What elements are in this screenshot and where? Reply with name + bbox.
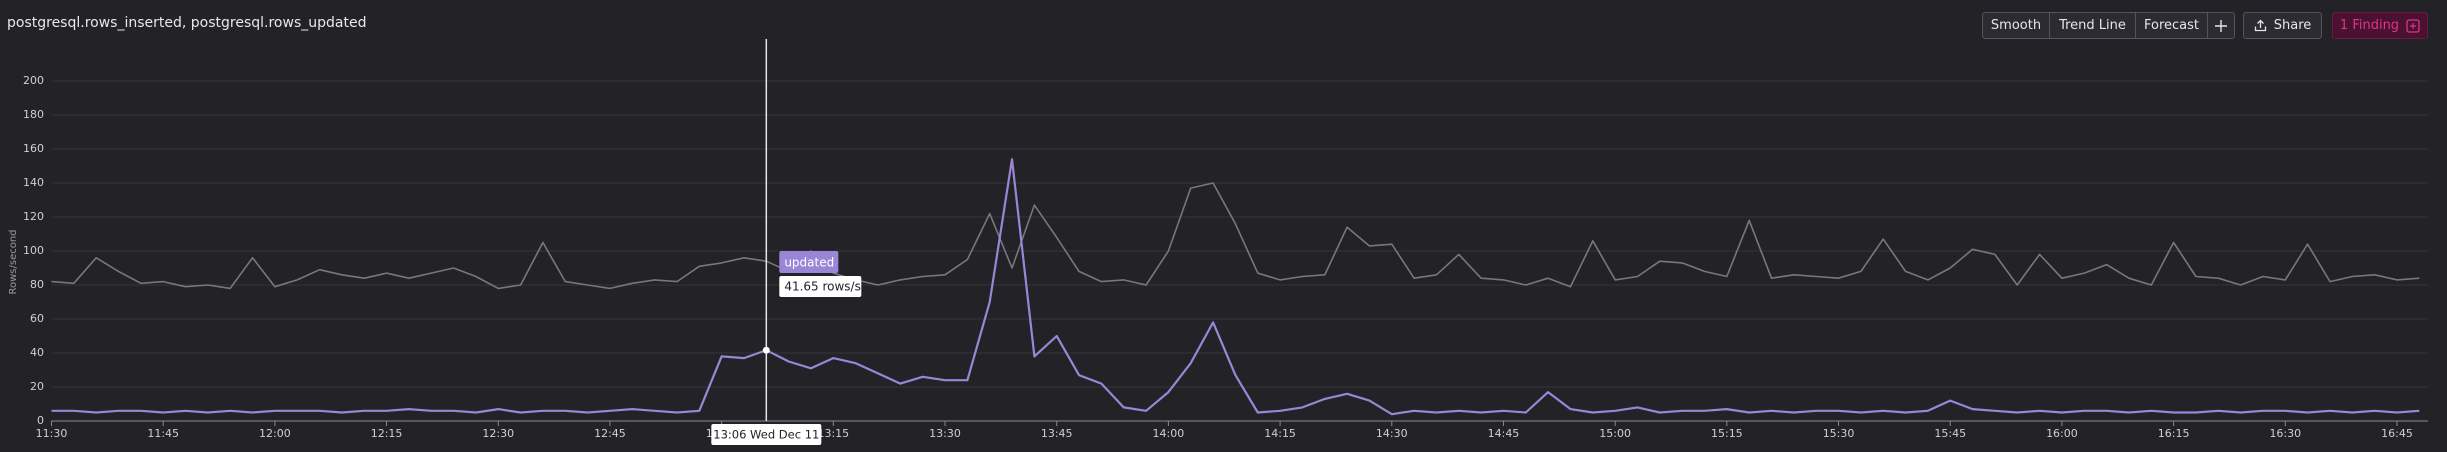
x-tick-label: 13:30 — [929, 427, 961, 440]
y-tick-label: 200 — [23, 74, 44, 87]
tooltip-value: 41.65 rows/s — [784, 280, 861, 294]
share-button[interactable]: Share — [2243, 12, 2322, 39]
x-tick-label: 15:45 — [1934, 427, 1966, 440]
x-tick-label: 16:00 — [2046, 427, 2078, 440]
x-tick-label: 13:45 — [1041, 427, 1073, 440]
y-tick-label: 20 — [30, 380, 44, 393]
tooltip-value-box — [779, 276, 862, 297]
finding-label: 1 Finding — [2339, 18, 2400, 33]
y-tick-label: 40 — [30, 346, 44, 359]
x-tick-label: 16:30 — [2269, 427, 2301, 440]
x-tick-label: 12:45 — [594, 427, 626, 440]
plus-icon — [2215, 19, 2227, 32]
x-tick-label: 16:15 — [2158, 427, 2190, 440]
tooltip-series-name: updated — [784, 256, 834, 270]
finding-icon — [2406, 18, 2420, 33]
x-tick-label: 12:00 — [259, 427, 291, 440]
tooltip-time: 13:06 Wed Dec 11 — [713, 428, 819, 442]
hover-point — [762, 346, 770, 354]
x-tick-label: 15:15 — [1711, 427, 1743, 440]
smooth-button[interactable]: Smooth — [1982, 12, 2050, 39]
tooltip-time-box — [711, 424, 822, 445]
chart-title: postgresql.rows_inserted, postgresql.row… — [7, 15, 366, 31]
x-tick-label: 15:30 — [1823, 427, 1855, 440]
y-tick-label: 120 — [23, 210, 44, 223]
finding-button[interactable]: 1 Finding — [2332, 12, 2428, 39]
y-tick-label: 100 — [23, 244, 44, 257]
y-tick-label: 140 — [23, 176, 44, 189]
y-tick-label: 180 — [23, 108, 44, 121]
series-line — [51, 182, 2420, 290]
x-tick-label: 11:45 — [147, 427, 179, 440]
tooltip-series-box — [779, 251, 839, 273]
share-label: Share — [2273, 18, 2312, 33]
add-button[interactable] — [2207, 12, 2235, 39]
trend-line-button[interactable]: Trend Line — [2049, 12, 2136, 39]
x-tick-label: 14:00 — [1153, 427, 1185, 440]
x-tick-label: 14:45 — [1488, 427, 1520, 440]
y-tick-label: 80 — [30, 278, 44, 291]
share-icon — [2254, 19, 2266, 32]
x-tick-label: 11:30 — [36, 427, 68, 440]
x-tick-label: 13:15 — [817, 427, 849, 440]
y-tick-label: 0 — [37, 414, 44, 427]
x-tick-label: 12:30 — [482, 427, 514, 440]
y-axis-label: Rows/second — [8, 229, 19, 294]
x-tick-label: 15:00 — [1599, 427, 1631, 440]
forecast-button[interactable]: Forecast — [2135, 12, 2208, 39]
x-tick-label: 14:15 — [1264, 427, 1296, 440]
x-tick-label: 14:30 — [1376, 427, 1408, 440]
y-tick-label: 160 — [23, 142, 44, 155]
series-line — [51, 158, 2420, 416]
x-tick-label: 16:45 — [2381, 427, 2413, 440]
y-tick-label: 60 — [30, 312, 44, 325]
x-tick-label: 12:15 — [371, 427, 403, 440]
